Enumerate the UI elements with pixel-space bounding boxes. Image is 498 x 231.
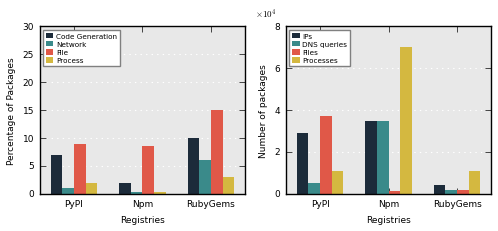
Bar [320,117,332,194]
Bar [199,161,211,194]
Bar [62,188,74,194]
Bar [457,190,469,194]
Bar [469,171,481,194]
Bar [297,134,308,194]
Y-axis label: Number of packages: Number of packages [258,64,267,157]
Bar [188,138,199,194]
Bar [51,155,62,194]
Bar [211,111,223,194]
Bar [332,171,343,194]
Bar [388,191,400,194]
Bar [434,186,445,194]
Bar [400,48,412,194]
Bar [365,121,377,194]
Text: $\times10^4$: $\times10^4$ [255,7,276,21]
Legend: Code Generation, Network, File, Process: Code Generation, Network, File, Process [43,31,120,67]
Bar [154,192,166,194]
Bar [131,192,142,194]
Bar [119,183,131,194]
Bar [86,183,97,194]
Bar [308,184,320,194]
X-axis label: Registries: Registries [120,215,165,224]
Bar [74,144,86,194]
Bar [142,147,154,194]
Legend: IPs, DNS queries, Files, Processes: IPs, DNS queries, Files, Processes [289,31,350,67]
X-axis label: Registries: Registries [366,215,411,224]
Y-axis label: Percentage of Packages: Percentage of Packages [6,57,15,164]
Bar [223,177,234,194]
Bar [445,190,457,194]
Bar [377,121,388,194]
